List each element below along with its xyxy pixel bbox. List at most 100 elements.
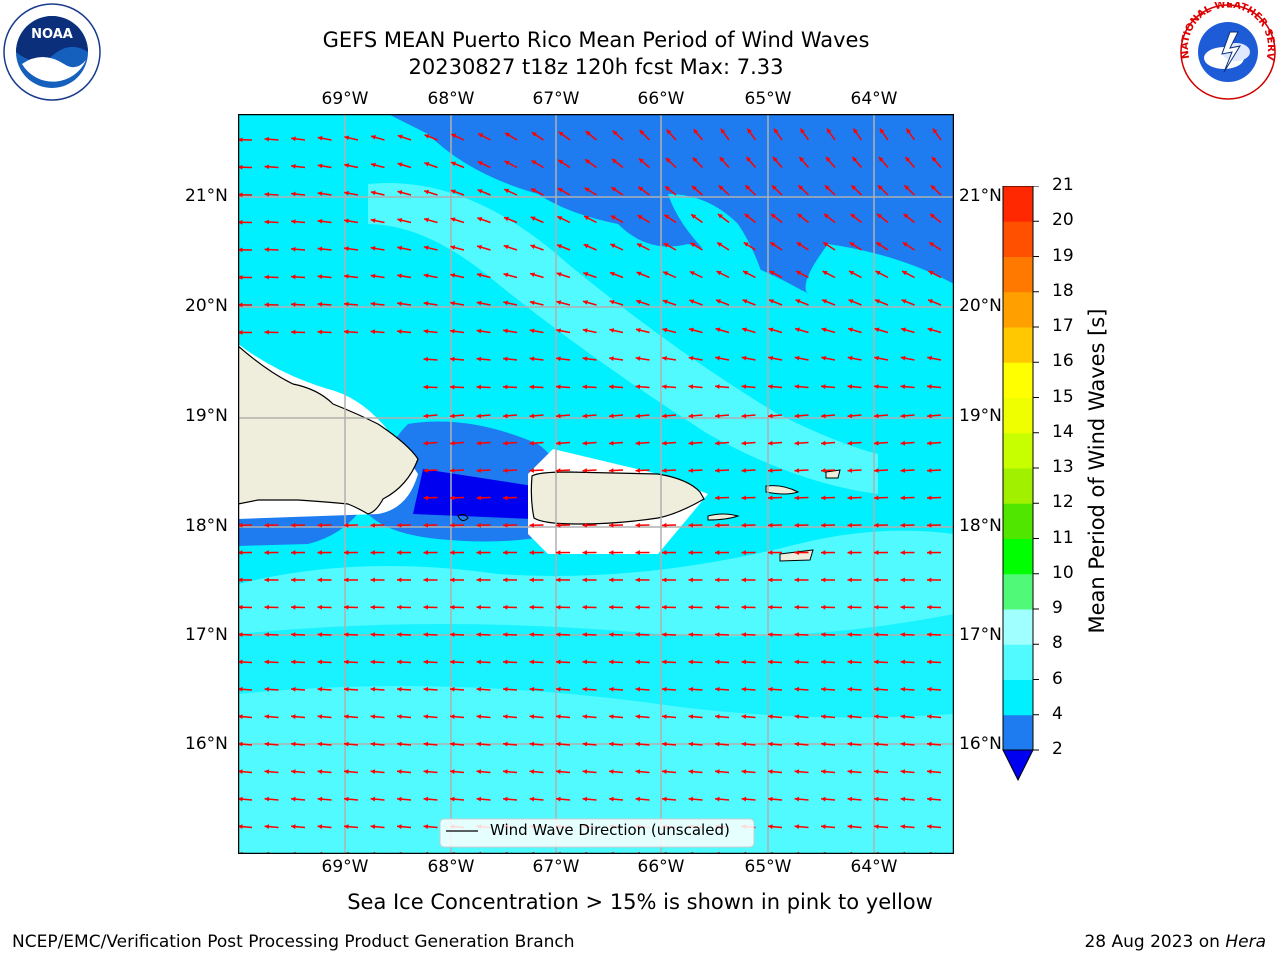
wind-wave-arrowhead xyxy=(556,413,561,419)
wind-wave-arrowhead xyxy=(635,468,641,473)
colorbar-segment xyxy=(1003,397,1033,434)
wind-wave-arrowhead xyxy=(768,577,773,583)
wind-wave-arrowhead xyxy=(531,160,537,165)
wind-wave-arrowhead xyxy=(477,217,483,222)
wind-wave-arrowhead xyxy=(582,440,588,446)
wind-wave-arrowhead xyxy=(238,330,243,335)
wind-wave-arrowhead xyxy=(556,328,562,334)
wind-wave-arrowhead xyxy=(715,522,720,528)
wind-wave-arrowhead xyxy=(317,163,323,169)
wind-wave-arrowhead xyxy=(423,356,429,362)
colorbar-segment xyxy=(1003,186,1033,222)
wind-wave-arrowhead xyxy=(824,213,829,219)
wind-wave-arrowhead xyxy=(503,356,508,362)
lon-label-top-68w: 68°W xyxy=(427,89,475,109)
wind-wave-arrowhead xyxy=(423,741,429,747)
wind-wave-arrowhead xyxy=(794,355,800,361)
wind-wave-arrowhead xyxy=(582,468,588,473)
wind-wave-arrowhead xyxy=(503,216,509,222)
wind-wave-arrowhead xyxy=(423,329,429,334)
wind-wave-arrowhead xyxy=(238,824,243,830)
wind-wave-arrowhead xyxy=(556,244,562,249)
wind-wave-arrowhead xyxy=(423,468,429,473)
lat-label-right-18n: 18°N xyxy=(959,516,1002,536)
wind-wave-arrowhead xyxy=(370,329,376,335)
wind-wave-arrowhead xyxy=(238,219,243,225)
wind-wave-arrowhead xyxy=(688,796,694,802)
wind-wave-arrowhead xyxy=(477,244,482,250)
wind-wave-arrowhead xyxy=(291,219,296,225)
wind-wave-arrowhead xyxy=(662,741,667,747)
wind-wave-arrowhead xyxy=(582,522,587,528)
wind-wave-arrowhead xyxy=(718,185,724,191)
wind-wave-arrowhead xyxy=(476,328,482,334)
wind-wave-arrowhead xyxy=(715,577,720,583)
wind-wave-arrowhead xyxy=(794,741,800,747)
wind-wave-arrowhead xyxy=(768,604,773,610)
wind-wave-arrowhead xyxy=(688,413,694,419)
wind-wave-arrowhead xyxy=(529,522,534,528)
wind-wave-arrowhead xyxy=(397,190,403,195)
wind-wave-arrowhead xyxy=(503,328,508,334)
wind-wave-arrowhead xyxy=(662,686,667,692)
wind-wave-arrowhead xyxy=(768,550,773,555)
lon-label-bottom-68w: 68°W xyxy=(427,857,475,877)
wind-wave-arrowhead xyxy=(450,659,455,665)
wind-wave-arrowhead xyxy=(849,270,855,276)
wind-wave-arrowhead xyxy=(662,796,667,802)
wind-wave-arrowhead xyxy=(821,468,826,473)
wind-wave-arrowhead xyxy=(344,218,349,224)
noaa-logo: NOAA xyxy=(3,3,101,101)
wind-wave-arrowhead xyxy=(529,659,535,665)
wind-wave-arrowhead xyxy=(847,686,853,692)
wind-wave-arrowhead xyxy=(450,714,455,720)
land-virgin-islands xyxy=(765,485,800,495)
wind-wave-arrowhead xyxy=(238,274,243,280)
colorbar-segment xyxy=(1003,468,1033,504)
wind-wave-arrowhead xyxy=(609,384,614,390)
wind-wave-arrowhead xyxy=(317,246,323,252)
wind-wave-arrowhead xyxy=(397,550,402,555)
wind-wave-arrowhead xyxy=(768,495,773,501)
wind-wave-arrowhead xyxy=(503,522,508,528)
wind-wave-arrowhead xyxy=(556,522,561,528)
wind-wave-arrowhead xyxy=(370,550,375,555)
wind-wave-arrowhead xyxy=(291,164,296,169)
wind-wave-arrowhead xyxy=(397,522,402,528)
wind-wave-arrowhead xyxy=(877,213,882,219)
wind-wave-arrowhead xyxy=(370,741,376,747)
wind-wave-arrowhead xyxy=(769,299,774,304)
wind-wave-arrowhead xyxy=(424,134,430,139)
wind-wave-arrowhead xyxy=(529,468,535,473)
wind-wave-arrowhead xyxy=(874,522,879,528)
wind-wave-arrowhead xyxy=(715,769,720,775)
wind-wave-arrowhead xyxy=(901,299,907,304)
lat-label-right-16n: 16°N xyxy=(959,734,1002,754)
wind-wave-arrowhead xyxy=(370,632,375,637)
wind-wave-arrowhead xyxy=(450,604,455,610)
wind-wave-arrowhead xyxy=(927,468,932,473)
wind-wave-arrowhead xyxy=(503,604,508,610)
wind-wave-arrowhead xyxy=(451,161,457,167)
wind-wave-arrowhead xyxy=(370,769,376,775)
lon-label-top-66w: 66°W xyxy=(637,89,685,109)
wind-wave-arrowhead xyxy=(853,128,858,134)
wind-wave-arrowhead xyxy=(344,604,349,610)
wind-wave-arrowhead xyxy=(317,550,322,555)
wind-wave-arrowhead xyxy=(264,136,270,142)
wind-wave-arrowhead xyxy=(847,577,852,583)
wind-wave-arrowhead xyxy=(344,301,349,307)
lat-label-left-19n: 19°N xyxy=(185,406,228,426)
wind-wave-arrowhead xyxy=(874,384,879,389)
wind-wave-arrowhead xyxy=(264,769,270,775)
wind-wave-arrowhead xyxy=(929,242,935,247)
wind-wave-arrowhead xyxy=(874,327,880,333)
wind-wave-arrowhead xyxy=(370,246,376,251)
wind-wave-arrowhead xyxy=(476,659,482,665)
wind-wave-arrowhead xyxy=(503,413,508,419)
wind-wave-arrowhead xyxy=(582,659,588,665)
wind-wave-arrowhead xyxy=(423,714,429,720)
wind-wave-arrowhead xyxy=(821,824,826,830)
wind-wave-arrowhead xyxy=(741,714,747,720)
wind-wave-arrowhead xyxy=(557,216,563,221)
